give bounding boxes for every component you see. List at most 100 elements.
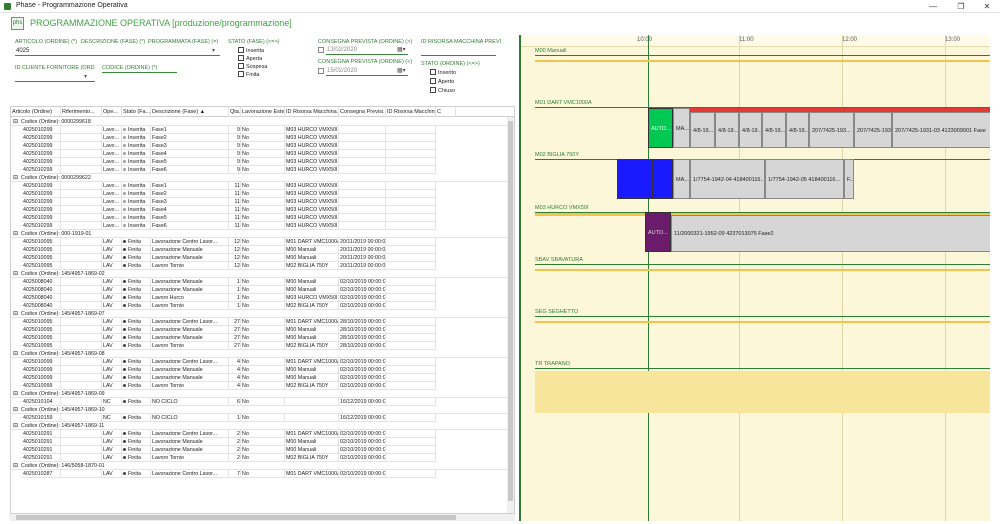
column-header[interactable]: Qta... — [230, 107, 241, 117]
stato-fase-checkbox-aperta[interactable]: Aperta — [238, 55, 262, 62]
gantt-task[interactable]: 207/7425-193... — [809, 112, 854, 148]
table-row[interactable]: 4025010299 Lavo... Inserita Fase1 11 No M03 HU… — [11, 182, 509, 190]
table-row[interactable]: 4025010095 LAV Finita Lavorazione Manuale 12… — [11, 254, 509, 262]
close-button[interactable]: ✕ — [983, 2, 991, 11]
stato-ordine-checkbox-chiuso[interactable]: Chiuso — [430, 87, 455, 94]
consegna-from-checkbox[interactable] — [318, 47, 324, 53]
group-row[interactable]: ⊟ Codice (Ordine): 145/4957-1869-02 — [11, 270, 509, 278]
gantt-task[interactable]: 4/8-19... — [786, 112, 809, 148]
table-row[interactable]: 4025010291 LAV Finita Lavorazione Centro La… — [11, 430, 509, 438]
consegna-to-input[interactable]: 15/02/2020 — [326, 67, 408, 76]
stato-ordine-checkbox-aperto[interactable]: Aperto — [430, 78, 454, 85]
group-row[interactable]: ⊟ Codice (Ordine): 000-1919-01 — [11, 230, 509, 238]
minimize-button[interactable]: — — [929, 2, 937, 11]
table-row[interactable]: 4025010299 Lavo... Inserita Fase5 11 No M03 HU… — [11, 214, 509, 222]
gantt-task[interactable]: 207/7425-1931-03 4123009001 Fase — [892, 112, 990, 148]
collapse-icon[interactable]: ⊟ — [13, 423, 19, 429]
table-row[interactable]: 4025010095 LAV Finita Lavorazione Centro La… — [11, 318, 509, 326]
column-header[interactable]: ID Risorsa Macchina... — [286, 107, 339, 117]
table-row[interactable]: 4025010299 Lavo... Inserita Fase4 11 No M03 HU… — [11, 206, 509, 214]
table-row[interactable]: 4025010299 Lavo... Inserita Fase6 9 No M03 HUR… — [11, 166, 509, 174]
table-row[interactable]: 4025010299 Lavo... Inserita Fase6 11 No M03 HU… — [11, 222, 509, 230]
column-header[interactable]: ID Risorsa Macchina... — [387, 107, 436, 117]
gantt-task[interactable]: 4/8-19... — [762, 112, 786, 148]
collapse-icon[interactable]: ⊟ — [13, 407, 19, 413]
gantt-task[interactable]: 4/8-19... — [739, 112, 762, 148]
table-row[interactable]: 4025008040 LAV Finita Lavoro Tornio 1 No M02 B… — [11, 302, 509, 310]
codice-input[interactable] — [102, 64, 177, 73]
gantt-task[interactable]: 207/7425-193... — [854, 112, 892, 148]
gantt-task[interactable] — [617, 159, 653, 199]
table-row[interactable]: 4025010291 LAV Finita Lavoro Tornio 2 No M02 B… — [11, 454, 509, 462]
table-row[interactable]: 4025010104 NC Finita NO CICLO 6 No 16/12/2019 … — [11, 398, 509, 406]
table-row[interactable]: 4025010291 LAV Finita Lavorazione Manuale 2 N… — [11, 438, 509, 446]
table-row[interactable]: 4025008040 LAV Finita Lavorazione Manuale 1 N… — [11, 278, 509, 286]
dropdown-arrow-icon[interactable]: ▾ — [84, 74, 88, 80]
table-row[interactable]: 4025010095 LAV Finita Lavorazione Manuale 27… — [11, 334, 509, 342]
collapse-icon[interactable]: ⊟ — [13, 271, 19, 277]
group-row[interactable]: ⊟ Codice (Ordine): 145/4957-1869-09 — [11, 390, 509, 398]
gantt-task[interactable]: AUTO... — [645, 212, 671, 252]
table-row[interactable]: 4025008040 LAV Finita Lavoro Hurco 1 No M03 HU… — [11, 294, 509, 302]
stato-fase-checkbox-finita[interactable]: Finita — [238, 71, 259, 78]
group-row[interactable]: ⊟ Codice (Ordine): 146/5058-1870-01 — [11, 462, 509, 470]
articolo-input[interactable]: 4025 — [15, 47, 220, 56]
consegna-to-checkbox[interactable] — [318, 68, 324, 74]
table-row[interactable]: 4025010095 LAV Finita Lavorazione Centro La… — [11, 238, 509, 246]
table-row[interactable]: 4025010299 Lavo... Inserita Fase3 9 No M03 HUR… — [11, 142, 509, 150]
collapse-icon[interactable]: ⊟ — [13, 175, 19, 181]
column-header[interactable]: Lavorazione Estern... — [242, 107, 285, 117]
gantt-task[interactable]: 4/8-19... — [715, 112, 739, 148]
table-row[interactable]: 4025010299 Lavo... Inserita Fase3 11 No M03 HU… — [11, 198, 509, 206]
collapse-icon[interactable]: ⊟ — [13, 311, 19, 317]
table-row[interactable]: 4025010299 Lavo... Inserita Fase1 9 No M03 HUR… — [11, 126, 509, 134]
table-row[interactable]: 4025010095 LAV Finita Lavoro Tornio 12 No M02 … — [11, 262, 509, 270]
vertical-scrollbar[interactable] — [507, 117, 514, 513]
calendar-icon[interactable]: ▦▾ — [397, 68, 406, 74]
gantt-task[interactable]: MA... — [673, 108, 690, 148]
table-row[interactable]: 4025010095 LAV Finita Lavorazione Manuale 27… — [11, 326, 509, 334]
scrollbar-thumb[interactable] — [16, 515, 456, 520]
column-header[interactable]: Ope... — [102, 107, 122, 117]
stato-fase-checkbox-sospesa[interactable]: Sospesa — [238, 63, 267, 70]
fornitore-input[interactable] — [15, 73, 95, 82]
gantt-task[interactable]: 1/7754-1942-05 418400116... — [765, 159, 844, 199]
collapse-icon[interactable]: ⊟ — [13, 119, 19, 125]
column-header[interactable]: Stato (Fa... — [123, 107, 151, 117]
column-header[interactable]: Descrizione (Fase) ▲ — [151, 107, 229, 117]
table-row[interactable]: 4025010095 LAV Finita Lavorazione Manuale 12… — [11, 246, 509, 254]
table-row[interactable]: 4025010099 LAV Finita Lavorazione Manuale 4 N… — [11, 374, 509, 382]
table-row[interactable]: 4025010299 Lavo... Inserita Fase2 11 No M03 HU… — [11, 190, 509, 198]
table-row[interactable]: 4025010299 Lavo... Inserita Fase4 9 No M03 HUR… — [11, 150, 509, 158]
collapse-icon[interactable]: ⊟ — [13, 231, 19, 237]
gantt-task[interactable]: MA... — [673, 159, 690, 199]
gantt-task[interactable]: 4/8-19... — [690, 112, 715, 148]
calendar-icon[interactable]: ▦▾ — [397, 47, 406, 53]
maximize-button[interactable]: ❐ — [957, 2, 965, 11]
table-row[interactable]: 4025010099 LAV Finita Lavorazione Manuale 4 N… — [11, 366, 509, 374]
table-row[interactable]: 4025010287 LAV Finita Lavorazione Centro La… — [11, 470, 509, 478]
consegna-from-input[interactable]: 13/02/2020 — [326, 46, 408, 55]
collapse-icon[interactable]: ⊟ — [13, 391, 19, 397]
table-row[interactable]: 4025010291 LAV Finita Lavorazione Manuale 2 N… — [11, 446, 509, 454]
table-row[interactable]: 4025010099 LAV Finita Lavoro Tornio 4 No M02 B… — [11, 382, 509, 390]
stato-ordine-checkbox-inserito[interactable]: Inserito — [430, 69, 456, 76]
column-header[interactable]: Articolo (Ordine) — [11, 107, 61, 117]
column-header[interactable]: Consegna Previsi... — [340, 107, 386, 117]
group-row[interactable]: ⊟ Codice (Ordine): 0000299618 — [11, 118, 509, 126]
column-header[interactable]: C — [436, 107, 456, 117]
table-row[interactable]: 4025010299 Lavo... Inserita Fase2 9 No M03 HUR… — [11, 134, 509, 142]
stato-fase-checkbox-inserita[interactable]: Inserita — [238, 47, 264, 54]
gantt-task[interactable]: 11/2000321-1952-09 4237013075 Fase2 — [671, 215, 990, 252]
gantt-task[interactable]: 1/7754-1942-04 418400116... — [690, 159, 765, 199]
group-row[interactable]: ⊟ Codice (Ordine): 145/4957-1869-11 — [11, 422, 509, 430]
gantt-task[interactable] — [653, 159, 673, 199]
horizontal-scrollbar[interactable] — [10, 514, 515, 521]
gantt-task[interactable]: AUTO... — [648, 108, 673, 148]
risorsa-input[interactable] — [421, 47, 496, 56]
collapse-icon[interactable]: ⊟ — [13, 463, 19, 469]
dropdown-arrow-icon[interactable]: ▾ — [212, 48, 216, 54]
table-row[interactable]: 4025010095 LAV Finita Lavoro Tornio 27 No M02 … — [11, 342, 509, 350]
column-header[interactable]: Riferimento... — [61, 107, 102, 117]
group-row[interactable]: ⊟ Codice (Ordine): 0000299622 — [11, 174, 509, 182]
